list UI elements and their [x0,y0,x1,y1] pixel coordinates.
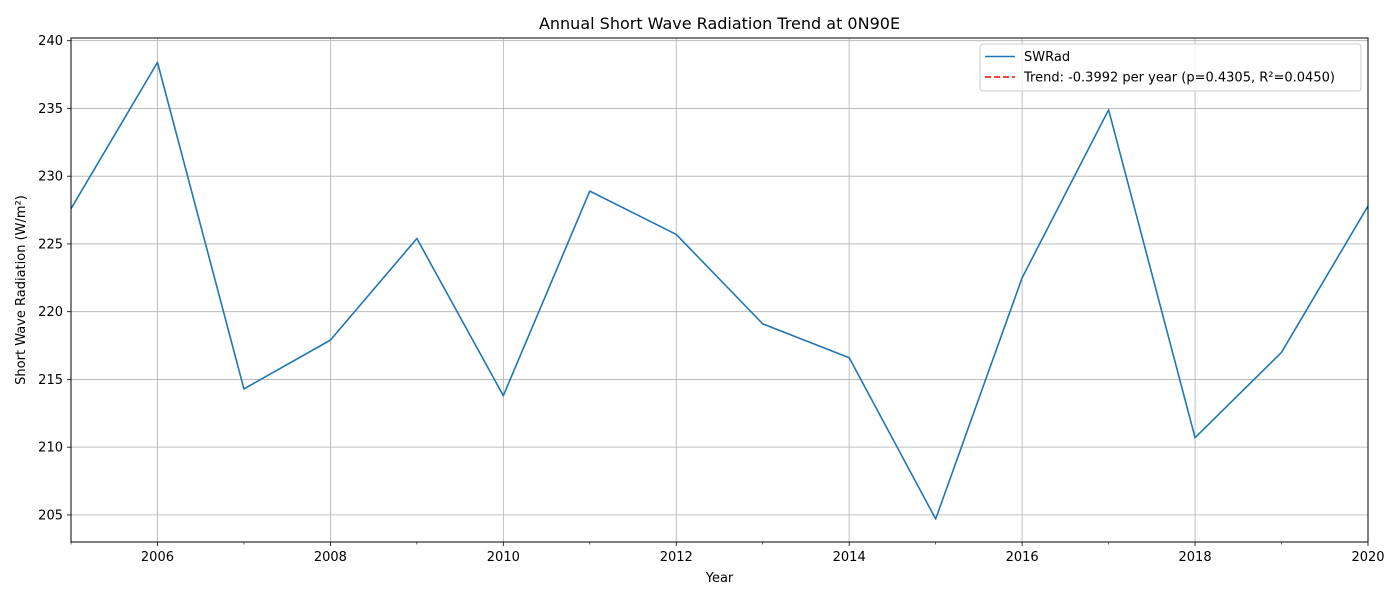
y-tick-label: 220 [38,305,63,320]
chart-title: Annual Short Wave Radiation Trend at 0N9… [539,14,900,33]
x-tick-label: 2014 [833,550,866,565]
series-line-swrad [71,61,1368,520]
x-axis: 2006 2008 2010 2012 2014 2016 2018 2020 [70,542,1385,565]
y-tick-label: 235 [38,102,63,117]
y-tick-label: 205 [38,508,63,523]
legend-trend-label: Trend: -0.3992 per year (p=0.4305, R²=0.… [1023,71,1335,86]
y-axis: 205 210 215 220 225 230 235 240 [38,34,71,523]
x-tick-label: 2006 [141,550,174,565]
y-tick-label: 230 [38,170,63,185]
y-tick-label: 225 [38,237,63,252]
legend-box [979,43,1362,92]
x-tick-label: 2018 [1179,550,1212,565]
x-tick-label: 2020 [1351,550,1384,565]
grid [71,38,1369,542]
plot-frame [70,37,1369,543]
legend-swrad-label: SWRad [1024,50,1070,65]
y-tick-label: 210 [38,441,63,456]
x-tick-label: 2016 [1006,550,1039,565]
y-axis-label: Short Wave Radiation (W/m²) [14,195,29,385]
x-tick-label: 2010 [487,550,520,565]
x-axis-label: Year [705,571,734,586]
x-tick-label: 2008 [314,550,347,565]
series-layer [71,61,1368,520]
legend: SWRad Trend: -0.3992 per year (p=0.4305,… [979,43,1362,92]
x-tick-label: 2012 [660,550,693,565]
y-tick-label: 215 [38,373,63,388]
y-tick-label: 240 [38,34,63,49]
